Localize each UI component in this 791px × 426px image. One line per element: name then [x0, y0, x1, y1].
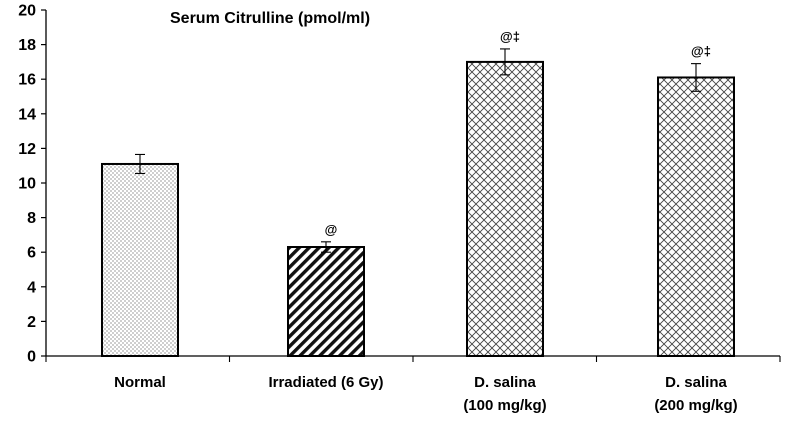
x-category-label: Irradiated (6 Gy)	[268, 374, 383, 391]
x-category-label: Normal	[114, 374, 166, 391]
y-tick-label: 18	[18, 37, 36, 54]
y-tick-label: 4	[27, 279, 36, 296]
y-tick-label: 8	[27, 210, 36, 227]
y-tick-label: 12	[18, 141, 36, 158]
significance-label: @	[325, 222, 338, 237]
y-tick-label: 0	[27, 349, 36, 366]
y-tick-label: 2	[27, 314, 36, 331]
x-category-label: D. salina (200 mg/kg)	[654, 374, 737, 414]
y-tick-label: 16	[18, 72, 36, 89]
y-tick-label: 20	[18, 3, 36, 20]
significance-label: @‡	[691, 44, 711, 59]
bars: @ @‡ @‡	[101, 29, 735, 358]
category-labels: Normal Irradiated (6 Gy) D. salina (100 mg/…	[114, 374, 738, 414]
y-tick-label: 6	[27, 245, 36, 262]
chart-title: Serum Citrulline (pmol/ml)	[170, 10, 370, 27]
y-axis: 0 2 4 6 8 10 12 14 16 18 20	[18, 3, 47, 366]
bar	[287, 246, 365, 357]
x-category-label: D. salina (100 mg/kg)	[463, 374, 546, 414]
bar	[657, 76, 735, 357]
significance-label: @‡	[500, 29, 520, 44]
bar	[466, 60, 544, 358]
y-tick-label: 14	[18, 106, 36, 123]
y-tick-label: 10	[18, 176, 36, 193]
bar	[101, 162, 179, 357]
